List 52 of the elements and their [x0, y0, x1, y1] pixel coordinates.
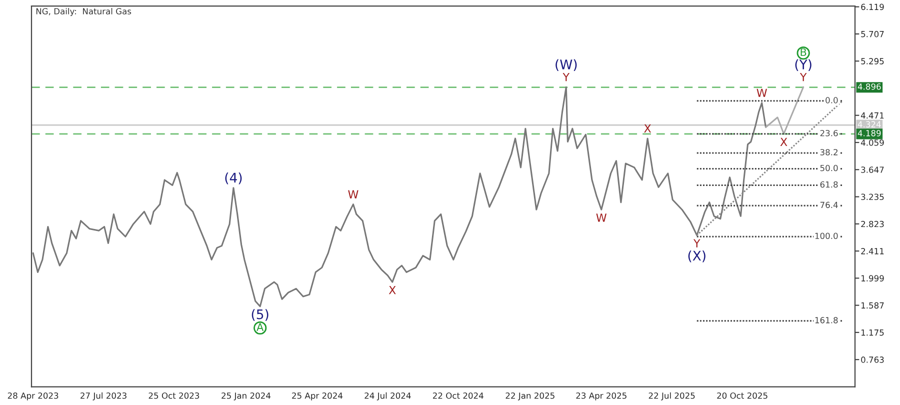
y-tick-label: 6.119 [861, 4, 884, 10]
annotation: B [800, 48, 806, 56]
x-tick-label: 22 Jul 2025 [648, 392, 695, 400]
ref-line-label: 4.189 [858, 130, 881, 136]
series-label: 61.8 [820, 181, 838, 188]
series-label: 161.8 [815, 317, 838, 324]
series-label: 23.6 [820, 130, 838, 136]
series-label: 38.2 [820, 149, 838, 156]
x-tick-label: 24 Jul 2024 [364, 392, 411, 400]
line-series [32, 86, 767, 308]
y-tick-label: 0.763 [861, 356, 884, 363]
ref-line-label: 4.896 [858, 83, 881, 90]
series-label: 76.4 [820, 202, 838, 208]
annotation: X [644, 124, 652, 132]
x-tick-label: 22 Oct 2024 [432, 392, 484, 399]
annotation: X [388, 286, 396, 294]
series-label: 50.0 [820, 164, 838, 172]
annotation: Y [562, 73, 570, 82]
y-tick-label: 1.999 [861, 275, 884, 282]
annotation: W [756, 88, 767, 97]
y-tick-label: 3.235 [861, 194, 884, 200]
x-tick-label: 22 Jan 2025 [506, 392, 554, 400]
x-tick-label: 27 Jul 2023 [80, 392, 126, 400]
y-tick-label: 1.587 [861, 302, 884, 309]
x-tick-label: 25 Jan 2024 [222, 392, 270, 400]
y-tick-label: 4.471 [860, 112, 884, 119]
y-tick-label: 2.411 [861, 248, 884, 254]
series-label: 0.0 [826, 97, 838, 104]
y-tick-label: 2.823 [861, 220, 884, 228]
chart-title: NG, Daily: Natural Gas [36, 8, 132, 16]
annotation: W [596, 214, 607, 222]
annotation: (Y) [795, 59, 812, 71]
annotation: (X) [688, 250, 706, 262]
y-tick-label: 3.647 [861, 166, 884, 173]
y-tick-label: 1.175 [861, 330, 884, 336]
annotation: A [256, 323, 264, 331]
annotation: (5) [252, 309, 268, 321]
annotation: W [348, 190, 358, 198]
x-tick-label: 25 Apr 2024 [292, 392, 343, 400]
x-tick-label: 28 Apr 2023 [8, 392, 58, 400]
y-tick-label: 5.295 [861, 58, 884, 64]
annotation: Y [800, 73, 807, 82]
y-tick-label: 5.707 [861, 30, 884, 38]
annotation: (4) [225, 172, 242, 184]
annotation: X [780, 138, 788, 146]
annotation: Y [693, 239, 700, 248]
annotation: (W) [556, 59, 577, 71]
series-label: 100.0 [815, 232, 838, 240]
y-tick-label: 4.059 [860, 139, 884, 146]
x-tick-label: 20 Oct 2025 [717, 392, 768, 399]
x-tick-label: 23 Apr 2025 [576, 392, 626, 400]
x-tick-label: 25 Oct 2023 [148, 392, 200, 399]
